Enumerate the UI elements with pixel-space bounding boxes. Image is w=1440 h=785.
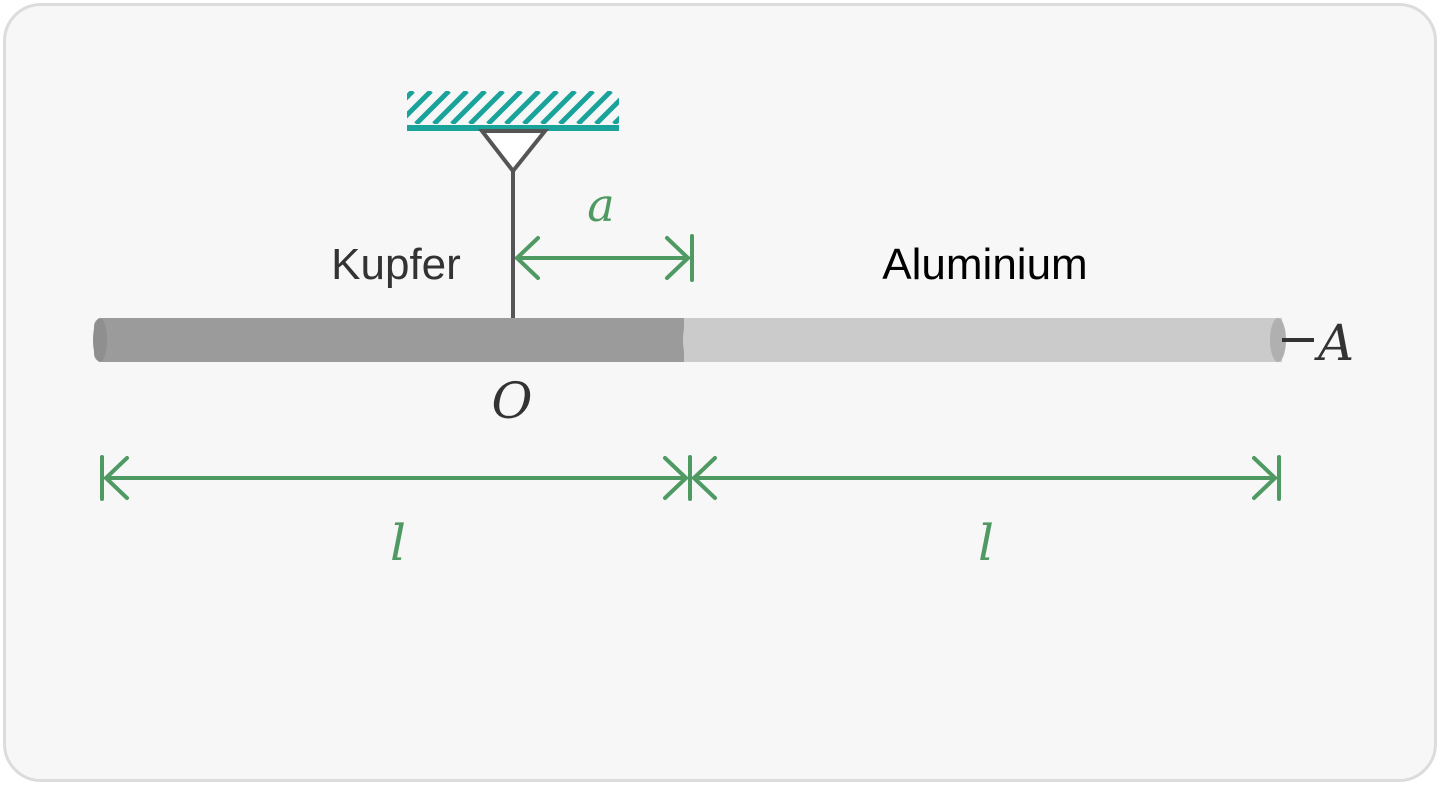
left-length-dimension [100, 455, 692, 501]
diagram-frame [3, 3, 1437, 782]
hatched-ceiling-icon [407, 91, 619, 131]
triangle-hanger-icon [477, 129, 550, 175]
offset-dimension [515, 234, 694, 282]
copper-segment [93, 318, 692, 362]
aluminium-segment [683, 318, 1286, 362]
left-length-label: l [390, 514, 406, 572]
end-point-label: A [1314, 314, 1354, 372]
right-length-label: l [978, 514, 994, 572]
right-length-dimension [692, 455, 1281, 501]
offset-label: a [587, 178, 614, 232]
aluminium-label: Aluminium [882, 240, 1087, 289]
copper-label: Kupfer [331, 240, 461, 289]
pivot-label: O [492, 372, 533, 430]
